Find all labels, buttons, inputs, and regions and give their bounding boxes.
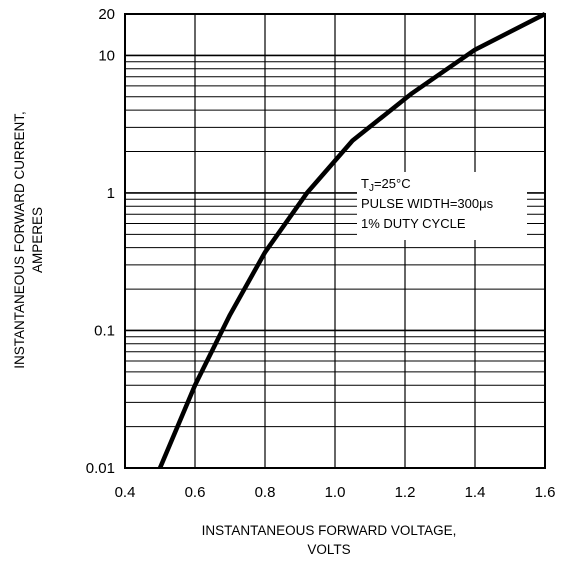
y-tick-labels: 0.01 0.1 1 10 20	[86, 6, 115, 477]
y-tick-label: 10	[98, 47, 115, 64]
annotation-tj-value: =25°C	[374, 176, 411, 191]
annotation: TJ=25°C PULSE WIDTH=300μs 1% DUTY CYCLE	[361, 176, 494, 231]
annotation-tj-prefix: T	[361, 176, 369, 191]
y-tick-label: 1	[107, 185, 115, 202]
x-tick-label: 0.4	[115, 484, 136, 501]
x-axis-title-line1: INSTANTANEOUS FORWARD VOLTAGE,	[202, 523, 457, 538]
y-axis-title-line2: AMPERES	[30, 207, 45, 273]
series-curve	[157, 11, 547, 469]
x-tick-labels: 0.4 0.6 0.8 1.0 1.2 1.4 1.6	[115, 484, 556, 501]
y-tick-label: 20	[98, 6, 115, 23]
x-tick-label: 0.8	[255, 484, 276, 501]
x-tick-label: 1.2	[395, 484, 416, 501]
x-tick-label: 1.0	[325, 484, 346, 501]
annotation-box	[357, 172, 527, 240]
x-tick-label: 0.6	[185, 484, 206, 501]
plot-frame	[124, 13, 546, 469]
y-tick-label: 0.01	[86, 460, 115, 477]
x-axis-title-line2: VOLTS	[307, 542, 350, 557]
annotation-tj-subscript: J	[369, 183, 374, 194]
annotation-line2: PULSE WIDTH=300μs	[361, 196, 494, 211]
y-tick-label: 0.1	[94, 322, 115, 339]
annotation-line3: 1% DUTY CYCLE	[361, 216, 466, 231]
x-tick-label: 1.4	[465, 484, 486, 501]
y-axis-title-line1: INSTANTANEOUS FORWARD CURRENT,	[12, 111, 27, 369]
svg-text:TJ=25°C: TJ=25°C	[361, 176, 411, 194]
x-tick-label: 1.6	[535, 484, 556, 501]
